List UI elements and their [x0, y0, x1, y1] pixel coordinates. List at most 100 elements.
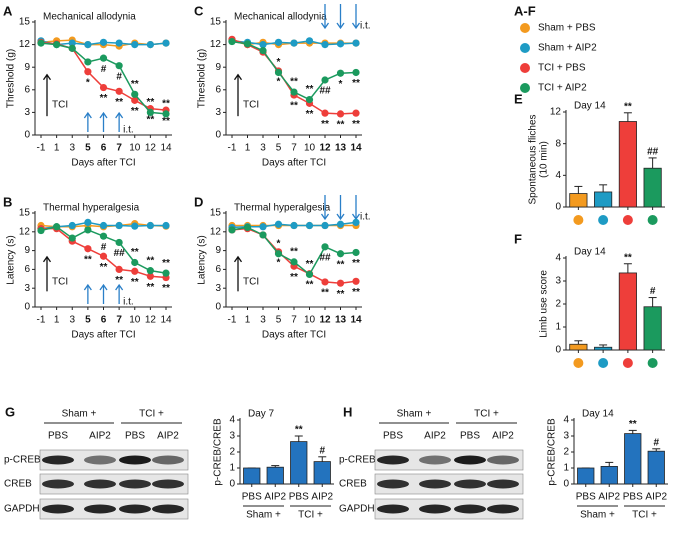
arrow-head	[99, 283, 108, 291]
data-point	[274, 68, 283, 77]
significance-label: **	[84, 254, 92, 265]
y-tick-label: 0	[229, 479, 235, 490]
injection-label: i.t.	[123, 125, 134, 136]
y-tick-label: 1	[563, 463, 569, 474]
chart-title: Thermal hyperalgesia	[234, 203, 331, 214]
data-point	[336, 110, 345, 118]
arrow-head	[115, 111, 124, 119]
blot-lane-label: PBS	[48, 431, 68, 442]
legend-label: TCI + AIP2	[538, 83, 587, 94]
bar	[243, 467, 261, 485]
y-tick-label: 12	[19, 226, 31, 237]
significance-label: *	[277, 238, 281, 249]
significance-label: **	[146, 255, 154, 266]
y-axis-label: p-CREB/CREB	[547, 418, 558, 486]
blot-band	[119, 479, 151, 489]
x-tick-label: -1	[228, 143, 237, 154]
data-point	[131, 222, 139, 230]
data-point	[131, 258, 139, 267]
blot-lane-label: PBS	[460, 431, 480, 442]
x-tick-label: 3	[260, 143, 266, 154]
significance-label: **	[100, 262, 108, 273]
y-axis-label: Limb use score	[539, 270, 550, 338]
y-tick-label: 1	[229, 463, 235, 474]
x-tick-label: 3	[69, 143, 75, 154]
legend-label: TCI + PBS	[538, 63, 586, 74]
data-point	[321, 41, 329, 49]
bar	[290, 441, 308, 485]
data-point	[146, 272, 154, 280]
arrow-head	[233, 73, 243, 81]
significance-label: **	[624, 101, 632, 112]
y-axis-label: p-CREB/CREB	[213, 418, 224, 486]
data-point	[68, 39, 76, 47]
y-tick-label: 9	[215, 62, 221, 73]
data-point	[115, 39, 123, 47]
y-tick-label: 0	[555, 202, 561, 213]
data-point	[131, 267, 139, 275]
x-tick-label: 14	[350, 315, 362, 326]
blot-group-label: Sham +	[62, 409, 97, 420]
x-tick-label: 12	[319, 143, 331, 154]
panel-letter: A	[3, 3, 13, 18]
y-tick-label: 6	[24, 84, 30, 95]
significance-label: #	[319, 445, 325, 456]
panel-letter: C	[194, 3, 204, 18]
arrow-head	[336, 22, 345, 30]
significance-label: *	[339, 79, 343, 90]
x-tick-label: PBS	[576, 492, 596, 503]
y-tick-label: 3	[555, 276, 561, 287]
significance-label: **	[352, 78, 360, 89]
x-tick-label: 10	[129, 315, 141, 326]
y-tick-label: 4	[555, 253, 561, 264]
data-point	[259, 231, 267, 239]
blot-lane-label: AIP2	[89, 431, 111, 442]
chart-title: Thermal hyperalgesia	[43, 203, 140, 214]
x-tick-label: 12	[319, 315, 331, 326]
bar	[594, 346, 613, 351]
significance-label: **	[162, 116, 170, 127]
y-axis-label: Spontaneous fliches	[528, 114, 539, 204]
data-point	[228, 37, 236, 46]
y-tick-label: 3	[24, 107, 30, 118]
data-point	[53, 41, 61, 49]
data-point	[352, 277, 360, 285]
x-tick-label: AIP2	[264, 492, 286, 503]
data-point	[99, 38, 108, 46]
blot-band	[152, 455, 184, 465]
x-tick-label: AIP2	[645, 492, 667, 503]
panel-letter: H	[343, 404, 352, 419]
significance-label: **	[295, 425, 303, 436]
x-tick-label: 7	[116, 315, 122, 326]
chart-title: Day 14	[574, 101, 606, 112]
significance-label: **	[290, 101, 298, 112]
data-point	[274, 220, 283, 228]
data-point	[321, 109, 329, 117]
arrow-head	[42, 255, 52, 263]
y-tick-label: 12	[210, 226, 222, 237]
blot-band	[487, 479, 519, 489]
data-point	[321, 76, 329, 84]
y-tick-label: 0	[24, 130, 30, 141]
data-point	[84, 245, 92, 253]
x-tick-label: PBS	[242, 492, 262, 503]
data-point	[290, 221, 298, 230]
data-point	[115, 221, 123, 230]
significance-label: **	[321, 119, 329, 130]
data-point	[84, 226, 92, 234]
x-tick-label: -1	[37, 143, 46, 154]
x-tick-label: 5	[85, 315, 91, 326]
legend-label: Sham + AIP2	[538, 43, 597, 54]
arrow-head	[336, 213, 345, 221]
x-tick-label: 3	[69, 315, 75, 326]
significance-label: *	[86, 77, 90, 88]
bar	[618, 121, 637, 208]
arrow-head	[320, 213, 330, 221]
significance-label: **	[146, 282, 154, 293]
significance-label: *	[277, 57, 281, 68]
bar	[600, 465, 618, 485]
significance-label: **	[337, 120, 345, 131]
blot-band	[419, 455, 451, 465]
y-tick-label: 15	[210, 17, 222, 28]
